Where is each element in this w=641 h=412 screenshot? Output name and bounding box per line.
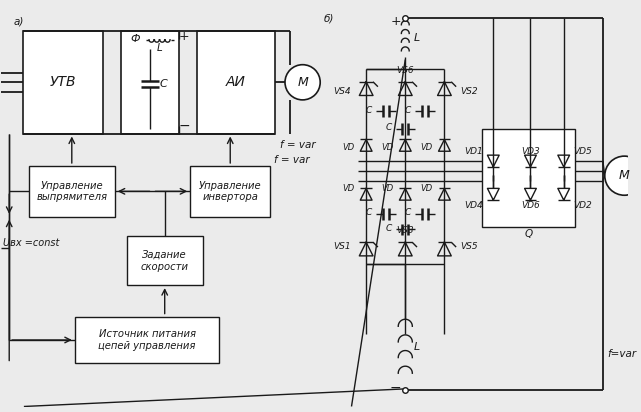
Circle shape: [605, 156, 641, 195]
Bar: [197, 31, 275, 133]
Text: а): а): [13, 16, 24, 26]
Text: Uвх =const: Uвх =const: [3, 238, 60, 248]
Text: VS5: VS5: [460, 241, 478, 250]
Text: VD3: VD3: [521, 147, 540, 156]
Text: C: C: [405, 105, 411, 115]
Bar: [75, 316, 219, 363]
Text: VD: VD: [381, 143, 394, 152]
Text: f = var: f = var: [274, 155, 310, 165]
Text: f=var: f=var: [608, 349, 637, 359]
Text: VD1: VD1: [465, 147, 483, 156]
Text: АИ: АИ: [226, 75, 246, 89]
Text: C: C: [160, 79, 167, 89]
Text: VD: VD: [420, 184, 433, 193]
Text: VD: VD: [420, 143, 433, 152]
Text: C: C: [405, 208, 411, 218]
Text: VD: VD: [381, 184, 394, 193]
Text: −: −: [178, 119, 190, 133]
Text: VD: VD: [342, 184, 354, 193]
Text: +: +: [179, 30, 190, 43]
Text: VD2: VD2: [574, 201, 592, 211]
Text: VS3: VS3: [397, 226, 414, 235]
Bar: [29, 166, 115, 217]
Text: L: L: [157, 42, 163, 53]
Text: +: +: [390, 15, 401, 28]
Text: L: L: [414, 33, 420, 43]
Text: Управление
инвертора: Управление инвертора: [199, 180, 262, 202]
Text: Ф: Ф: [131, 34, 140, 44]
Text: Источник питания
цепей управления: Источник питания цепей управления: [99, 329, 196, 351]
Text: б): б): [324, 13, 335, 23]
Text: −: −: [390, 381, 401, 395]
Bar: [121, 31, 179, 133]
Text: L: L: [414, 342, 420, 352]
Text: VS2: VS2: [460, 87, 478, 96]
Text: C: C: [366, 105, 372, 115]
Text: VD6: VD6: [521, 201, 540, 211]
Bar: [126, 236, 203, 285]
Text: VS4: VS4: [333, 87, 351, 96]
Text: УТВ: УТВ: [50, 75, 76, 89]
Text: Q: Q: [524, 229, 533, 239]
Text: C: C: [385, 123, 392, 132]
Bar: [190, 166, 271, 217]
Text: C: C: [385, 224, 392, 233]
Circle shape: [285, 65, 320, 100]
Text: VS6: VS6: [397, 66, 414, 75]
Bar: [23, 31, 103, 133]
Text: f = var: f = var: [280, 140, 316, 150]
Text: VD5: VD5: [574, 147, 592, 156]
Text: C: C: [366, 208, 372, 218]
Text: М: М: [297, 76, 308, 89]
Text: Управление
выпрямителя: Управление выпрямителя: [37, 180, 107, 202]
Text: VS1: VS1: [333, 241, 351, 250]
Text: Задание
скорости: Задание скорости: [141, 250, 188, 272]
Text: VD: VD: [342, 143, 354, 152]
Bar: [481, 129, 576, 227]
Text: М: М: [619, 169, 629, 182]
Text: VD4: VD4: [465, 201, 483, 211]
